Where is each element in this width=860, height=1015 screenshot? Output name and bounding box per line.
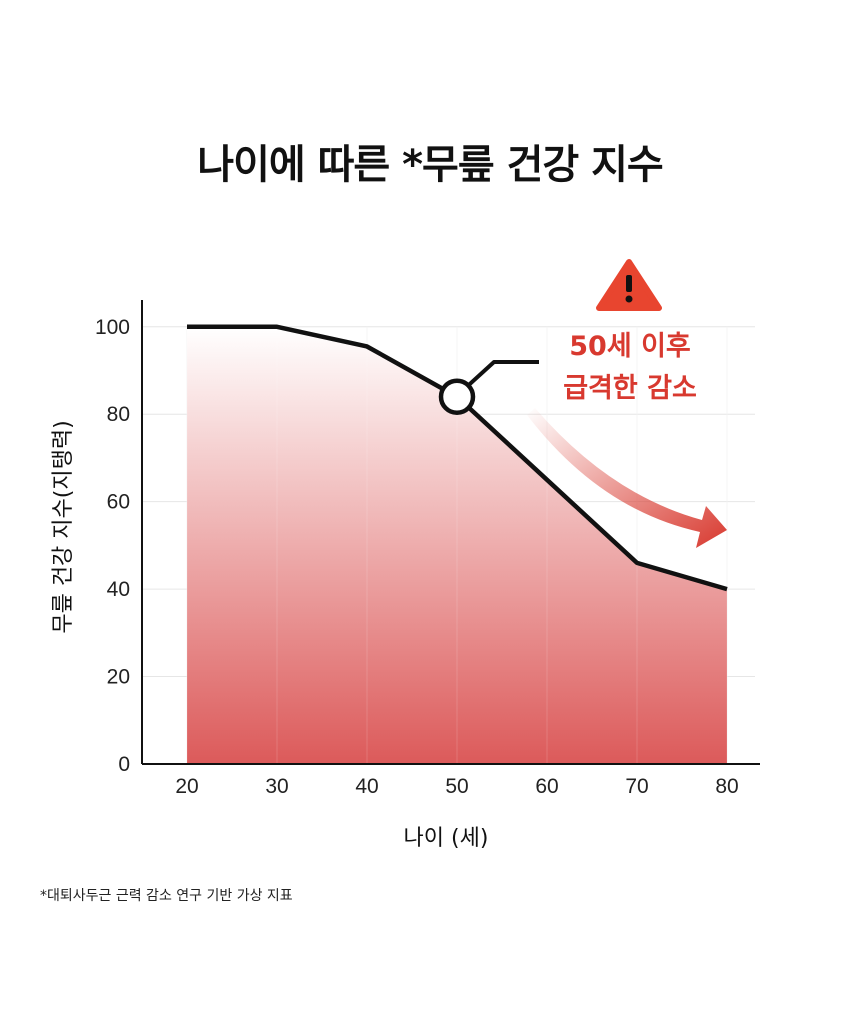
y-tick-label: 0 — [118, 753, 130, 776]
y-tick-label: 60 — [107, 491, 130, 514]
axis-layer — [141, 300, 760, 765]
x-tick-label: 60 — [535, 775, 558, 798]
x-tick-label: 20 — [175, 775, 198, 798]
tick-layer: 0 20 40 60 80 100 20 30 40 50 60 70 80 — [95, 316, 739, 798]
decline-arrow — [527, 408, 727, 548]
warning-icon — [596, 259, 662, 311]
y-tick-label: 100 — [95, 316, 130, 339]
decor-layer — [438, 360, 539, 416]
area-layer — [186, 324, 728, 764]
callout-line-1: 50세 이후 — [569, 331, 691, 362]
y-axis-label: 무릎 건강 지수(지탱력) — [51, 420, 76, 633]
x-tick-label: 30 — [265, 775, 288, 798]
x-tick-label: 70 — [625, 775, 648, 798]
highlight-marker — [438, 378, 476, 416]
y-tick-label: 80 — [107, 403, 130, 426]
x-tick-label: 80 — [715, 775, 738, 798]
footnote: *대퇴사두근 근력 감소 연구 기반 가상 지표 — [40, 888, 293, 904]
x-tick-label: 40 — [355, 775, 378, 798]
chart-title: 나이에 따른 *무릎 건강 지수 — [197, 142, 663, 188]
x-axis-label: 나이 (세) — [404, 826, 489, 851]
callout-leader-line — [467, 360, 539, 387]
y-tick-label: 20 — [107, 666, 130, 689]
area-fill — [187, 326, 727, 764]
y-tick-label: 40 — [107, 578, 130, 601]
x-tick-label: 50 — [445, 775, 468, 798]
callout-line-2: 급격한 감소 — [563, 373, 697, 404]
